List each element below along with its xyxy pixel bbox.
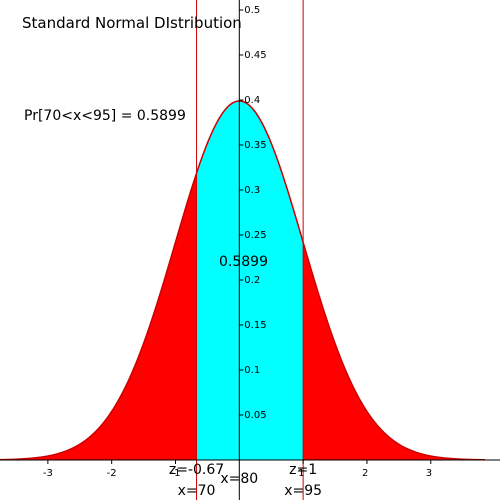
density-curve	[0, 100, 486, 461]
central-shaded-area	[196, 100, 304, 460]
x-marker-label: x=80	[220, 471, 258, 487]
area-layer	[0, 100, 485, 460]
x-tick-label: 1	[298, 468, 304, 479]
y-tick-label: 0.25	[244, 230, 266, 241]
x-tick-label: -3	[43, 468, 53, 479]
y-tick-label: 0.15	[244, 320, 266, 331]
markers-layer: z=-0.67 x=70x=80 z=1 x=95	[169, 462, 322, 499]
x-tick-label: -2	[107, 468, 117, 479]
y-tick-label: 0.2	[244, 275, 260, 286]
right-tail-area	[303, 242, 485, 460]
ticks-layer: -3 -2 -1 1 2 3 0.05 0.1 0.15 0.2 0.25 0.3 0.35 0.4 0.4…	[43, 5, 432, 479]
y-tick-label: 0.45	[244, 50, 266, 61]
chart-title: Standard Normal DIstribution	[22, 14, 242, 32]
y-tick-label: 0.35	[244, 140, 266, 151]
x-tick-label: 2	[362, 468, 368, 479]
x-marker-label: x=70	[178, 483, 216, 499]
area-value-label: 0.5899	[219, 254, 268, 270]
y-tick-label: 0.3	[244, 185, 260, 196]
x-marker-label: x=95	[284, 483, 322, 499]
y-tick-label: 0.1	[244, 365, 260, 376]
x-tick-label: 3	[426, 468, 432, 479]
y-tick-label: 0.05	[244, 410, 266, 421]
probability-label: Pr[70<x<95] = 0.5899	[24, 108, 186, 124]
left-tail-area	[0, 173, 197, 460]
z-marker-label: z=-0.67	[169, 462, 224, 478]
y-tick-label: 0.4	[244, 95, 260, 106]
y-tick-label: 0.5	[244, 5, 260, 16]
x-tick-label: -1	[170, 468, 180, 479]
curve-layer	[0, 0, 486, 500]
z-marker-label: z=1	[289, 462, 317, 478]
